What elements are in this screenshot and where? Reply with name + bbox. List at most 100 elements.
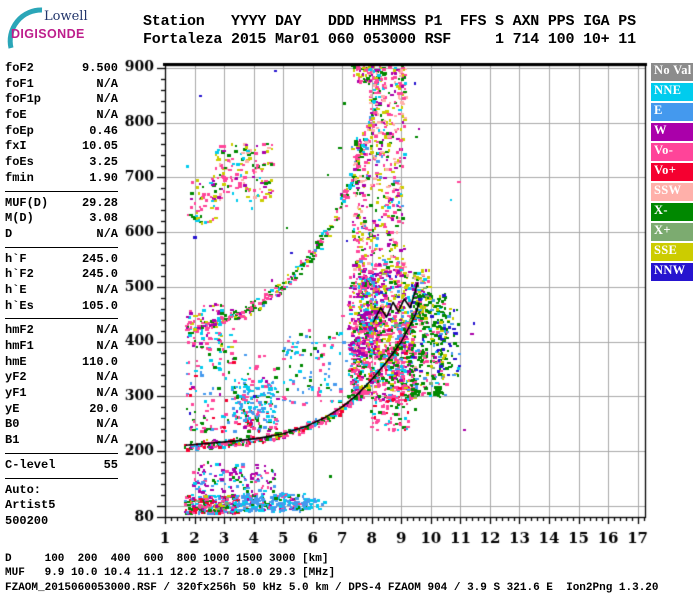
param-value: 10.05 [81,139,118,154]
param-value: 3.08 [89,211,118,226]
param-value: N/A [96,282,118,297]
legend-item-ssw: SSW [651,183,693,201]
param-row: MUF(D) 29.28 [5,196,118,212]
muf-row: MUF 9.9 10.0 10.4 11.1 12.2 13.7 18.0 29… [5,567,336,579]
param-value: 105.0 [81,298,118,313]
panel-divider [5,452,118,454]
param-value: N/A [96,386,118,401]
param-value: 55 [103,457,118,472]
param-label: h`F2 [5,267,34,282]
autoscaling-info: 500200 [5,513,49,528]
param-label: MUF(D) [5,195,49,210]
param-value: N/A [96,370,118,385]
legend-item-nne: NNE [651,83,693,101]
param-label: hmF2 [5,323,34,338]
param-row: hmF2 N/A [5,323,118,339]
param-label: D [5,226,13,241]
velocity-direction-legend: No Val NNE E W Vo- Vo+ SSW X- X+ SSE NNW [651,63,693,283]
param-label: foF1 [5,76,34,91]
param-label: B1 [5,433,20,448]
legend-item-vo: Vo- [651,143,693,161]
legend-item-nnw: NNW [651,263,693,281]
param-row: h`F2 245.0 [5,267,118,283]
param-row: h`F 245.0 [5,252,118,268]
param-label: B0 [5,417,20,432]
parameter-panel: foF2 9.500 foF1 N/A foF1p N/A foE N/A foEp 0.46 fx… [5,61,118,530]
param-value: 245.0 [81,267,118,282]
param-row: foF1p N/A [5,92,118,108]
param-label: hmE [5,354,27,369]
param-value: 245.0 [81,251,118,266]
param-label: h`F [5,251,27,266]
param-row: h`E N/A [5,283,118,299]
param-row: foEs 3.25 [5,155,118,171]
param-value: 110.0 [81,354,118,369]
param-label: C-level [5,457,56,472]
legend-item-noval: No Val [651,63,693,81]
param-label: hmF1 [5,339,34,353]
param-value: 29.28 [81,195,118,210]
param-row: fmin 1.90 [5,171,118,187]
param-row: C-level 55 [5,458,118,474]
param-label: foEs [5,155,34,170]
legend-item-x: X- [651,203,693,221]
param-row: yE 20.0 [5,402,118,418]
param-row: D N/A [5,227,118,243]
distance-row: D 100 200 400 600 800 1000 1500 3000 [km… [5,553,329,565]
autoscaling-info: Auto: [5,482,42,497]
logo-digisonde-text: DIGISONDE [11,27,85,41]
param-label: h`Es [5,298,34,313]
param-value: N/A [96,92,118,107]
param-label: yF1 [5,386,27,401]
param-value: N/A [96,76,118,91]
panel-divider [5,190,118,192]
panel-divider [5,477,118,479]
legend-item-sse: SSE [651,243,693,261]
param-label: foE [5,108,27,123]
param-label: foF1p [5,92,42,107]
param-row: foF2 9.500 [5,61,118,77]
param-row: M(D) 3.08 [5,211,118,227]
param-row: hmF1 N/A [5,339,118,355]
param-row: yF2 N/A [5,370,118,386]
file-info-line: FZAOM_2015060053000.RSF / 320fx256h 50 k… [5,582,659,594]
param-value: 0.46 [89,123,118,138]
panel-divider [5,246,118,248]
logo-arc-icon [7,7,43,49]
header-line2: Fortaleza 2015 Mar01 060 053000 RSF 1 71… [143,31,636,48]
param-label: h`E [5,282,27,297]
param-row: yF1 N/A [5,386,118,402]
param-value: N/A [96,323,118,338]
param-row: fxI 10.05 [5,139,118,155]
param-row: foE N/A [5,108,118,124]
param-label: M(D) [5,211,34,226]
param-label: yE [5,401,20,416]
param-row: foEp 0.46 [5,124,118,140]
legend-item-x: X+ [651,223,693,241]
param-label: foF2 [5,61,34,75]
param-label: yF2 [5,370,27,385]
logo-lowell-text: Lowell [44,9,88,24]
param-value: 1.90 [89,170,118,185]
param-row: h`Es 105.0 [5,299,118,315]
param-label: fxI [5,139,27,154]
legend-item-w: W [651,123,693,141]
legend-item-e: E [651,103,693,121]
panel-divider [5,318,118,320]
param-value: N/A [96,433,118,448]
param-value: N/A [96,339,118,353]
param-row: B1 N/A [5,433,118,449]
param-label: foEp [5,123,34,138]
param-value: 20.0 [89,401,118,416]
autoscaling-info: Artist5 [5,498,56,513]
param-value: N/A [96,108,118,123]
param-value: N/A [96,417,118,432]
header-line1: Station YYYY DAY DDD HHMMSS P1 FFS S AXN… [143,13,636,30]
digisonde-logo: Lowell DIGISONDE [6,4,126,56]
param-value: 3.25 [89,155,118,170]
param-value: 9.500 [81,61,118,75]
param-row: foF1 N/A [5,77,118,93]
legend-item-vo: Vo+ [651,163,693,181]
